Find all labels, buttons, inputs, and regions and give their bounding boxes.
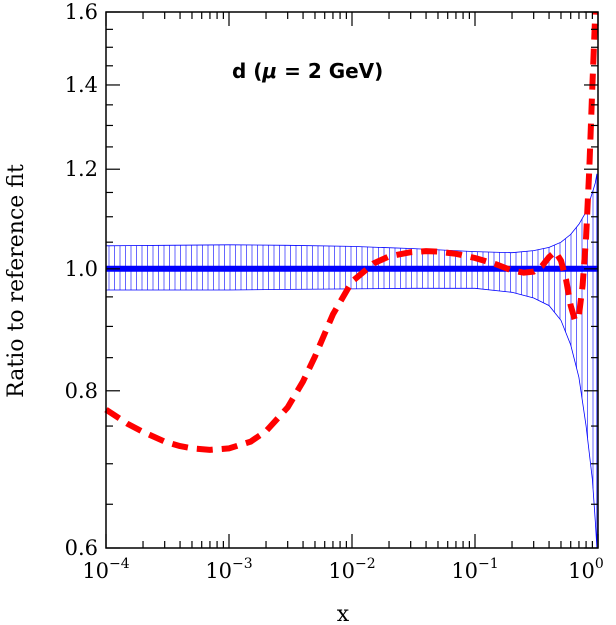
ratio-dashed-line [104,11,599,453]
chart-annotation: d (μ = 2 GeV) [232,59,383,83]
x-tick-label: 10−3 [205,556,252,583]
axis-ticks [105,11,599,549]
x-axis-label: x [337,602,350,625]
plot-frame [105,11,599,549]
y-tick-label: 1.0 [65,257,98,281]
series-layer [104,11,599,453]
annotation-suffix: = 2 GeV) [277,59,383,83]
y-tick-label: 1.2 [65,157,98,181]
x-tick-label: 10−4 [82,556,129,583]
band-outline [105,173,598,549]
x-tick-label: 10−1 [451,556,498,583]
x-tick-label: 100 [568,556,604,583]
y-axis-label: Ratio to reference fit [4,164,29,398]
uncertainty-band [105,173,598,549]
y-tick-label: 0.8 [65,379,98,403]
annotation-prefix: d ( [232,59,262,83]
axis-tick-labels: 0.6 0.8 1.0 1.2 1.4 1.6 10−4 10−3 10−2 10−1 100 [65,0,604,583]
y-tick-label: 1.6 [65,0,98,24]
x-tick-label: 10−2 [328,556,375,583]
y-tick-label: 0.6 [65,536,98,560]
y-tick-label: 1.4 [65,73,98,97]
annotation-symbol: μ [261,59,277,83]
